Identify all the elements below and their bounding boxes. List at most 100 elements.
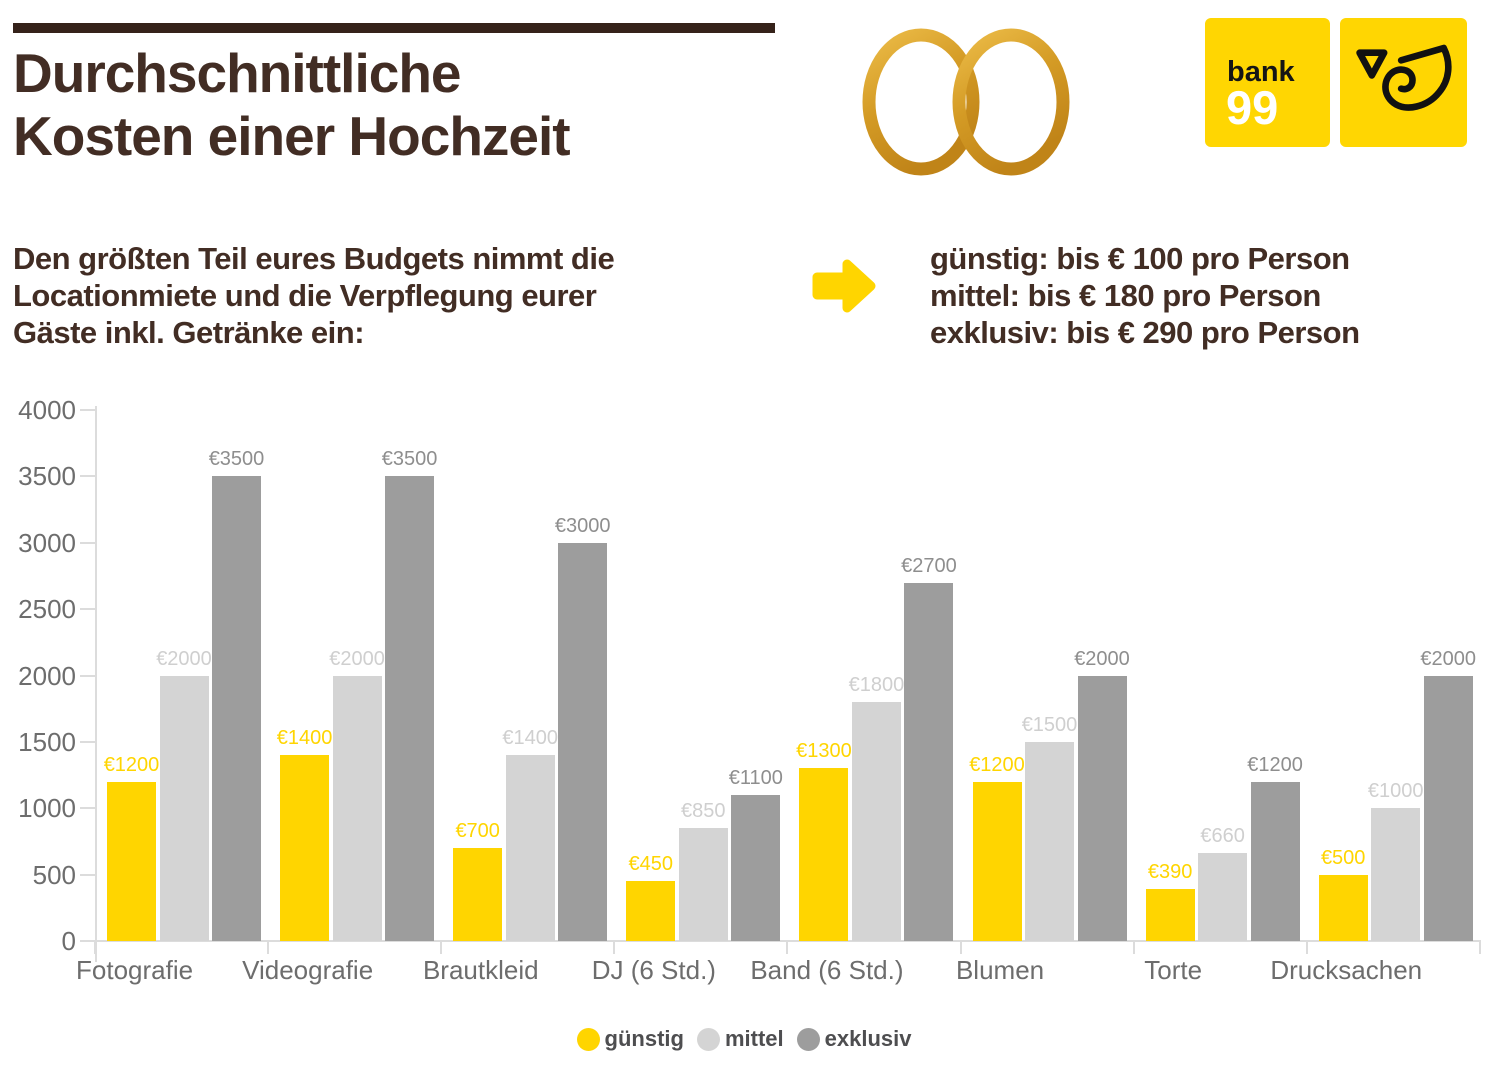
x-axis-tick [1132,940,1135,954]
bar-value-mittel-5: €1500 [1021,713,1078,736]
y-axis-tick [80,475,95,478]
bar-exklusiv-0 [212,476,261,941]
x-axis-label: DJ (6 Std.) [591,955,716,985]
bar-value-mittel-2: €1400 [502,727,558,750]
x-axis-label: Band (6 Std.) [750,955,904,985]
bar-value-mittel-1: €2000 [329,647,385,670]
bar-mittel-3 [678,828,728,941]
bar-value-mittel-3: €850 [681,800,726,823]
bar-mittel-6 [1198,853,1248,941]
y-axis-label: 0 [61,926,76,956]
y-axis-label: 3500 [18,461,76,492]
y-axis-label: 500 [32,859,76,890]
bar-value-exklusiv-7: €2000 [1420,647,1476,670]
bar-guenstig-3 [626,881,676,941]
bar-value-exklusiv-6: €1200 [1247,753,1303,776]
y-axis-label: 1500 [18,726,76,757]
y-axis-label: 1000 [18,793,76,824]
wedding-rings-icon [855,22,1075,184]
page-title-line2: Kosten einer Hochzeit [13,105,571,167]
page-title: Durchschnittliche Kosten einer Hochzeit [13,42,571,168]
bar-value-exklusiv-0: €3500 [208,448,265,471]
bar-value-guenstig-5: €1200 [969,753,1025,776]
y-axis-tick [80,873,95,876]
bar-value-guenstig-6: €390 [1147,861,1193,884]
x-axis-label: Blumen [955,955,1045,985]
bar-exklusiv-7 [1423,675,1473,941]
legend-item-guenstig: günstig [576,1026,684,1052]
bar-value-guenstig-7: €500 [1320,846,1366,869]
bank99-logo-number: 99 [1226,81,1279,134]
bar-value-exklusiv-5: €2000 [1074,647,1130,670]
text-line: Gäste inkl. Getränke ein: [13,315,365,350]
page-title-line1: Durchschnittliche [13,42,462,104]
bar-guenstig-5 [972,781,1022,941]
bar-value-exklusiv-1: €3500 [381,448,438,471]
y-axis-line [95,406,97,962]
x-axis-label: Fotografie [76,955,194,985]
price-info: günstig: bis € 100 pro Person mittel: bis… [930,240,1360,351]
post-logo [1340,18,1467,147]
bar-exklusiv-4 [904,582,954,941]
chart-legend: günstig mittel exklusiv [0,1026,1488,1052]
arrow-right-icon [808,257,876,315]
x-axis-label: Drucksachen [1270,955,1423,985]
bar-value-exklusiv-2: €3000 [554,514,611,537]
bar-value-guenstig-0: €1200 [103,753,160,776]
bar-mittel-5 [1025,741,1074,941]
legend-item-exklusiv: exklusiv [796,1026,912,1052]
x-axis-tick [959,940,962,954]
text-line: mittel: bis € 180 pro Person [930,278,1321,313]
bar-mittel-1 [332,675,382,941]
bar-guenstig-2 [453,848,503,941]
bar-exklusiv-6 [1250,781,1300,941]
text-line: Den größten Teil eures Budgets nimmt die [13,241,615,276]
y-axis-tick [80,740,95,743]
bar-mittel-0 [159,675,209,941]
bar-guenstig-1 [280,755,330,941]
legend-label-guenstig: günstig [604,1026,684,1051]
bar-value-guenstig-3: €450 [628,853,674,876]
bar-guenstig-6 [1145,889,1195,941]
bar-exklusiv-5 [1077,675,1127,941]
bar-value-guenstig-4: €1300 [796,740,852,763]
x-axis-label: Torte [1144,955,1203,985]
posthorn-icon [1355,44,1452,111]
bar-exklusiv-2 [558,542,608,941]
bar-mittel-4 [851,702,901,941]
bar-value-exklusiv-4: €2700 [901,554,957,577]
y-axis-tick [80,409,95,411]
subtitle: Den größten Teil eures Budgets nimmt die… [13,240,615,351]
legend-label-exklusiv: exklusiv [824,1026,912,1051]
bar-guenstig-0 [107,781,156,941]
x-axis-label: Brautkleid [422,955,539,985]
x-axis-line [83,940,1480,942]
text-line: Locationmiete und die Verpflegung eurer [13,278,597,313]
bank99-logo-text: bank [1227,56,1295,88]
bar-value-guenstig-2: €700 [455,820,500,843]
x-axis-tick [1305,940,1308,954]
legend-item-mittel: mittel [696,1026,784,1052]
y-axis-tick [80,807,95,810]
legend-label-mittel: mittel [724,1026,784,1051]
x-axis-tick [613,940,616,954]
legend-dot-exklusiv [796,1027,820,1051]
bar-exklusiv-1 [385,476,435,941]
x-axis-tick [267,940,270,954]
bar-mittel-2 [505,755,555,941]
y-axis-label: 4000 [18,395,76,425]
y-axis-tick [80,541,95,544]
legend-dot-mittel [696,1027,720,1051]
x-axis-tick [786,940,789,954]
x-axis-tick [1478,940,1481,954]
bar-mittel-7 [1371,808,1421,941]
x-axis-tick [440,940,443,954]
bar-guenstig-4 [799,768,849,941]
bar-value-guenstig-1: €1400 [276,727,333,750]
bank99-logo: bank 99 [1205,18,1330,147]
bar-exklusiv-3 [731,794,781,941]
y-axis-label: 2500 [18,594,76,625]
y-axis-tick [80,674,95,677]
